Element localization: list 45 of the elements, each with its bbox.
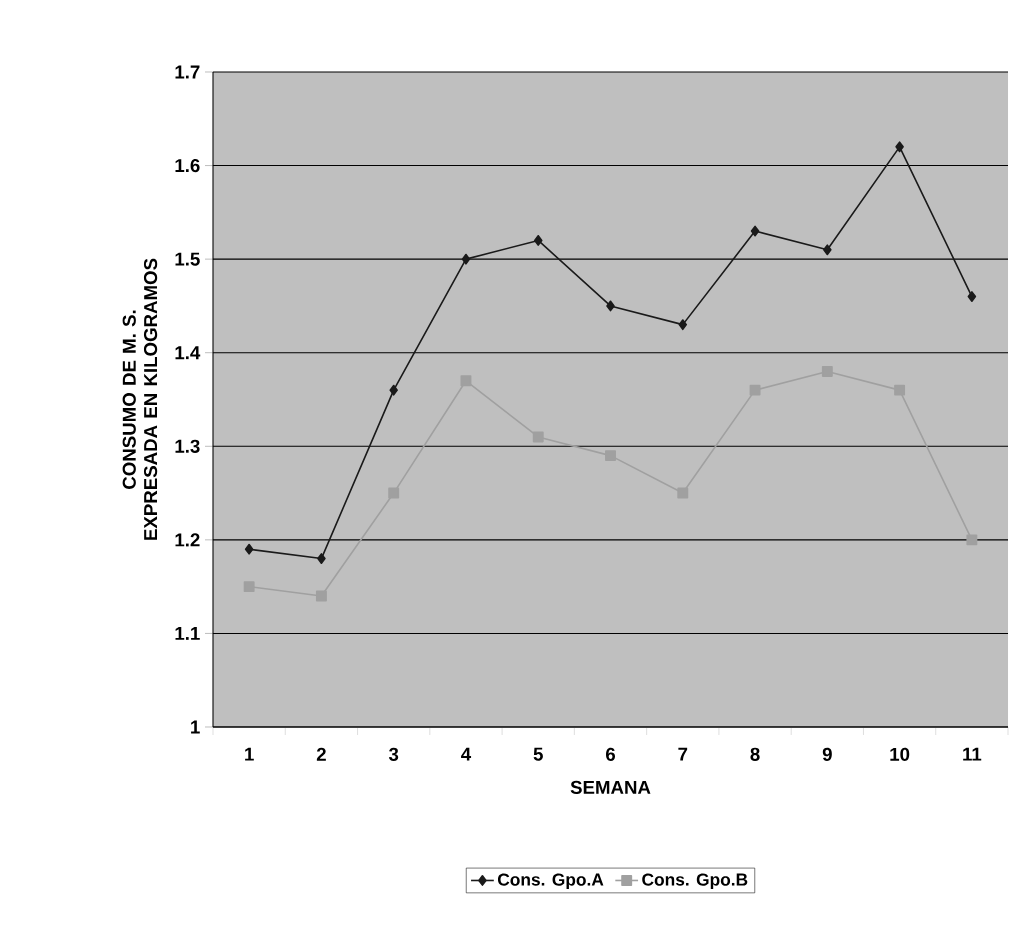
y-tick-label: 1.6 — [175, 158, 200, 173]
point — [460, 375, 472, 387]
point — [532, 431, 544, 443]
x-tick-label: 4 — [461, 747, 472, 761]
x-tick-label: 10 — [890, 747, 910, 761]
point — [388, 487, 400, 499]
x-tick-label: 6 — [606, 747, 616, 761]
point — [677, 487, 689, 499]
x-axis-title: SEMANA — [570, 780, 651, 794]
y-tick-label: 1.5 — [175, 252, 200, 266]
legend-label: Cons. Gpo.A — [497, 873, 604, 890]
point — [894, 384, 906, 396]
x-tick-label: 11 — [963, 747, 982, 761]
y-axis-title: CONSUMO DE M. S. EXPRESADA EN KILOGRAMOS — [122, 258, 158, 540]
x-tick-label: 5 — [533, 747, 543, 761]
x-tick-label: 2 — [316, 747, 326, 761]
point — [606, 300, 615, 312]
y-tick-label: 1.4 — [175, 346, 201, 360]
x-tick-label: 8 — [750, 747, 760, 761]
point — [966, 534, 978, 546]
y-tick-label: 1.2 — [175, 533, 200, 547]
point — [750, 225, 760, 237]
point — [389, 384, 398, 396]
point — [317, 553, 326, 565]
x-tick-label: 7 — [678, 747, 688, 761]
y-tick-label: 1 — [191, 720, 200, 734]
point — [243, 581, 255, 593]
point — [967, 291, 977, 303]
y-tick-label: 1.7 — [175, 65, 200, 79]
point — [821, 365, 833, 377]
point — [749, 384, 761, 396]
x-tick-label: 3 — [388, 747, 399, 761]
point — [244, 543, 254, 555]
x-tick-label: 9 — [822, 747, 832, 761]
point — [678, 319, 688, 331]
point — [533, 234, 543, 246]
point — [315, 590, 327, 602]
y-tick-label: 1.1 — [175, 627, 200, 640]
y-tick-label: 1.3 — [175, 439, 200, 453]
point — [895, 141, 904, 153]
point — [461, 253, 471, 265]
point — [605, 450, 616, 462]
legend-label: Cons. Gpo.B — [642, 873, 748, 890]
x-tick-label: 1 — [245, 747, 254, 761]
point — [823, 244, 832, 256]
